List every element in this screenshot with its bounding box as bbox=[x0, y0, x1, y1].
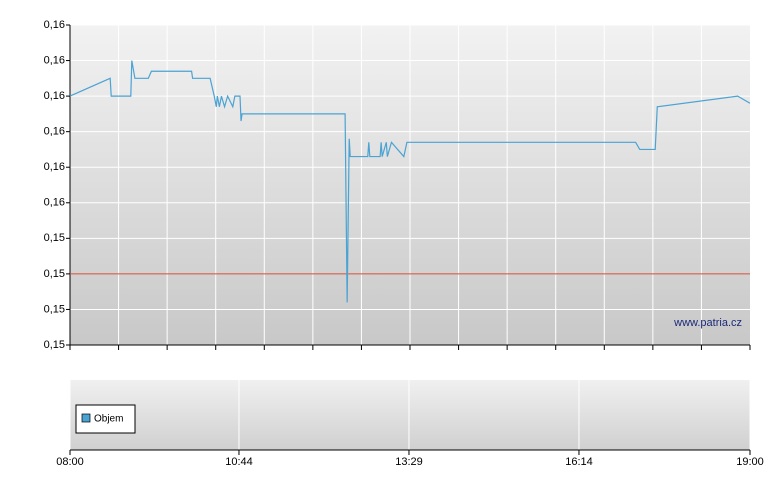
watermark: www.patria.cz bbox=[673, 317, 742, 329]
y-tick-label: 0,15 bbox=[44, 339, 65, 351]
y-tick-label: 0,16 bbox=[44, 19, 65, 31]
y-tick-label: 0,16 bbox=[44, 90, 65, 102]
price-line bbox=[69, 60, 751, 303]
y-tick-label: 0,16 bbox=[44, 161, 65, 173]
y-tick-label: 0,16 bbox=[44, 126, 65, 138]
x-tick-label: 19:00 bbox=[736, 456, 764, 468]
x-tick-label: 08:00 bbox=[56, 456, 84, 468]
y-tick-label: 0,16 bbox=[44, 197, 65, 209]
y-tick-label: 0,15 bbox=[44, 303, 65, 315]
y-tick-label: 0,15 bbox=[44, 268, 65, 280]
y-tick-label: 0,16 bbox=[44, 54, 65, 66]
legend-swatch bbox=[81, 413, 91, 423]
volume-area bbox=[70, 380, 750, 450]
y-tick-label: 0,15 bbox=[44, 232, 65, 244]
x-tick-label: 16:14 bbox=[565, 456, 593, 468]
legend-label: Objem bbox=[94, 414, 123, 425]
x-tick-label: 13:29 bbox=[395, 456, 423, 468]
x-tick-label: 10:44 bbox=[225, 456, 253, 468]
